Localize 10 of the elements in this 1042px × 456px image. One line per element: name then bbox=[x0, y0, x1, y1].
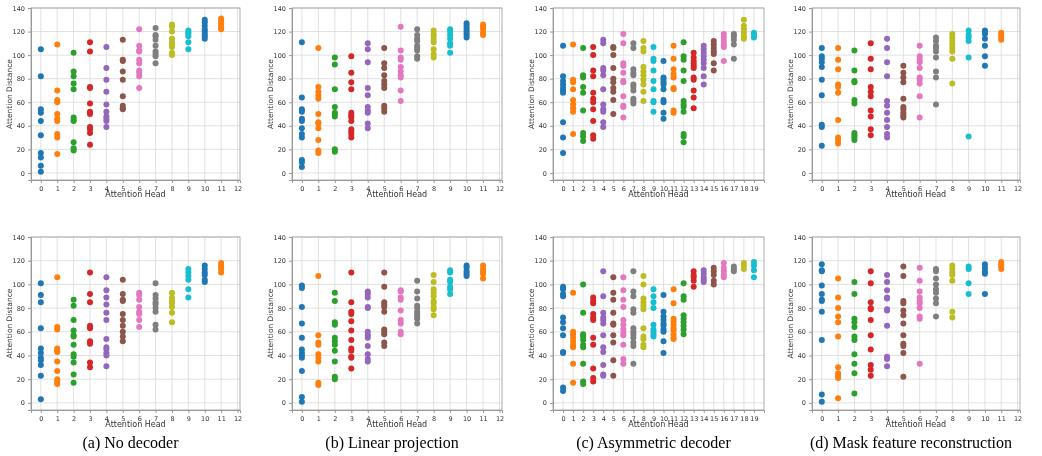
text: (d) Mask feature reconstruction bbox=[809, 434, 1013, 452]
text: (a) No decoder bbox=[82, 434, 180, 452]
x-axis-title: Attention Head bbox=[885, 420, 947, 429]
x-axis-title: Attention Head bbox=[105, 190, 166, 199]
x-axis-title: Attention Head bbox=[366, 420, 428, 429]
x-axis-title: Attention Head bbox=[105, 420, 166, 429]
x-axis-title: Attention Head bbox=[366, 190, 428, 199]
text: (c) Asymmetric decoder bbox=[576, 434, 732, 452]
x-axis-title: Attention Head bbox=[885, 190, 947, 199]
text: (b) Linear projection bbox=[325, 434, 459, 452]
